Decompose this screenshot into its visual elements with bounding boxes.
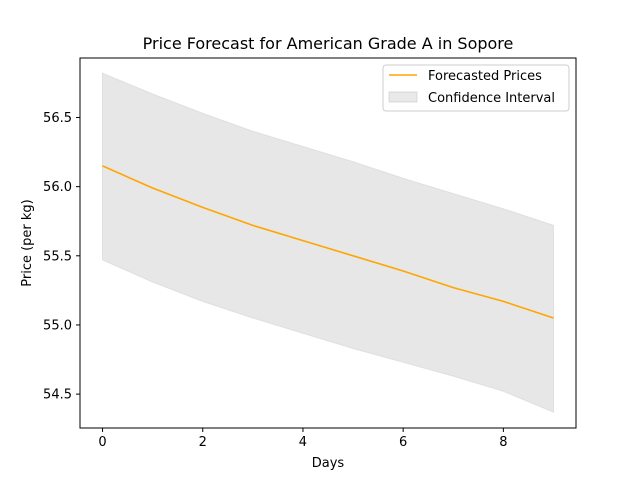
y-tick-label: 55.5	[43, 249, 72, 264]
y-tick-label: 56.0	[43, 180, 72, 195]
forecast-line-layer	[102, 165, 554, 319]
legend-confidence-label: Confidence Interval	[428, 91, 555, 106]
y-tick-label: 54.5	[43, 388, 72, 403]
confidence-band	[102, 72, 554, 413]
y-axis-ticks: 54.5 55.0 55.5 56.0 56.5	[43, 111, 80, 403]
y-axis-label: Price (per kg)	[20, 199, 35, 287]
x-axis-label: Days	[312, 456, 345, 471]
x-tick-label: 2	[199, 435, 207, 450]
legend-box	[382, 64, 570, 112]
y-tick-label: 55.0	[43, 318, 72, 333]
x-tick-label: 4	[299, 435, 307, 450]
plot-area-frame	[79, 57, 577, 429]
confidence-band-layer	[102, 72, 554, 413]
x-tick-label: 6	[399, 435, 407, 450]
x-tick-label: 8	[499, 435, 507, 450]
y-tick-label: 56.5	[43, 111, 72, 126]
x-tick-label: 0	[98, 435, 106, 450]
legend-forecast-label: Forecasted Prices	[428, 69, 542, 84]
legend-confidence-swatch	[388, 91, 418, 103]
x-axis-ticks: 0 2 4 6 8	[98, 428, 507, 450]
forecast-line	[102, 165, 554, 319]
chart-title: Price Forecast for American Grade A in S…	[143, 34, 514, 53]
legend: Forecasted Prices Confidence Interval	[382, 64, 570, 112]
